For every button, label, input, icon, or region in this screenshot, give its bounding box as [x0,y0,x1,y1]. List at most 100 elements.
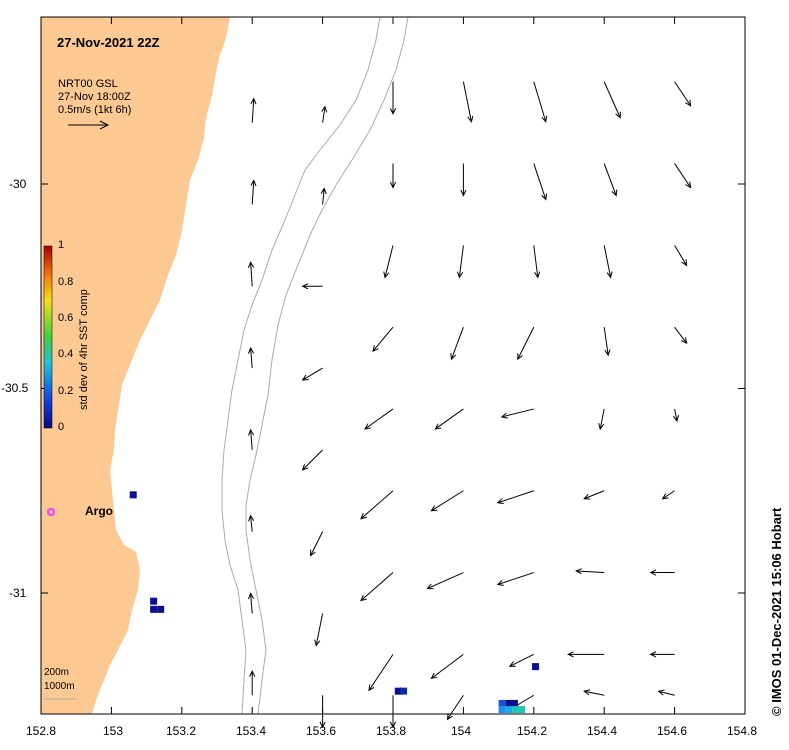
isobath-200m [221,16,381,715]
map-title: 27-Nov-2021 22Z [57,35,160,50]
x-tick-label: 152.8 [26,724,57,738]
sst-pixel [498,706,506,714]
sst-pixel [394,687,402,695]
current-vector [360,490,394,520]
current-vector [649,651,675,658]
current-vector [320,187,327,205]
x-tick-label: 153.6 [306,724,337,738]
current-vector [426,572,464,590]
isobath-label-200m: 200m [44,667,70,678]
colorbar-tick: 1 [58,239,65,251]
current-vector [674,163,692,189]
colorbar [43,245,53,429]
current-vector [446,694,464,721]
colorbar-tick: 0.4 [58,348,74,360]
colorbar-tick: 0.6 [58,312,74,324]
x-tick-label: 154.8 [727,724,758,738]
current-vector [247,346,255,369]
current-vector [301,283,323,290]
x-tick-label: 153.8 [376,724,407,738]
current-vector [364,408,394,430]
current-vector [247,592,255,614]
current-vectors [247,81,692,729]
current-vector [661,490,675,500]
current-vector [500,408,534,419]
current-vector [460,163,467,197]
current-vector [321,105,328,123]
y-tick-label: -30 [9,177,27,191]
argo-label: Argo [85,504,113,518]
current-vector [533,245,541,279]
current-vector [603,81,621,119]
isobath-label-1000m: 1000m [44,681,75,692]
x-tick-label: 154.2 [517,724,548,738]
current-vector [674,81,692,107]
current-vector [389,163,397,189]
x-tick-label: 153.4 [236,724,267,738]
land-area [41,17,230,714]
current-vector [372,326,394,353]
current-vector [457,245,464,279]
current-vector [249,670,256,696]
current-vector [250,97,257,123]
current-vector [657,689,675,696]
current-vector [301,449,323,471]
current-vector [603,163,618,197]
sst-pixel [517,706,525,714]
sst-pixel [498,699,506,707]
sst-pixel [150,605,158,613]
current-vector [567,651,605,658]
reference-scale: 0.5m/s (1kt 6h) [58,104,132,116]
current-vector [450,326,464,361]
isobath-1000m [245,16,409,715]
colorbar-tick: 0.8 [58,276,74,288]
current-vector [430,490,464,512]
current-vector [533,163,548,201]
reference-source: NRT00 GSL [58,78,118,90]
sst-pixel [505,699,513,707]
current-vector [301,367,323,381]
current-vector [598,408,605,431]
current-vector [368,654,394,692]
current-vector [430,653,464,680]
current-vector [517,326,535,361]
current-vector [496,490,534,505]
sst-pixel [505,706,513,714]
current-vector [672,408,679,423]
current-vector [360,572,394,602]
current-vector [603,245,613,279]
current-vector [533,81,548,123]
current-vector [389,81,397,115]
sst-pixel [532,663,540,671]
current-vector [319,695,326,729]
current-vector [508,653,535,667]
reference-arrow [68,120,110,130]
x-tick-label: 153.2 [166,724,197,738]
argo-float-marker [47,508,55,516]
sst-pixel [400,687,408,695]
current-vector [462,81,474,123]
sst-pixel [512,706,520,714]
x-tick-label: 154.4 [587,724,618,738]
sst-pixel [157,605,165,613]
current-vector [434,408,464,430]
current-vector [310,531,324,557]
current-vector [247,261,254,287]
current-vector [649,569,675,576]
current-vector [575,568,605,575]
current-vector [247,428,255,450]
current-vector [314,613,324,647]
sst-pixels [129,491,540,714]
current-vector [383,245,394,279]
x-tick-label: 153 [103,724,124,738]
colorbar-tick: 0 [58,421,65,433]
sst-pixel [510,699,518,707]
current-vector [496,572,534,586]
y-tick-label: -31 [9,586,27,600]
current-vector [389,695,397,729]
colorbar-label: std dev of 4hr SST comp [78,289,90,410]
current-vector [674,326,688,345]
sst-pixel [129,491,137,499]
current-vector [248,514,255,532]
